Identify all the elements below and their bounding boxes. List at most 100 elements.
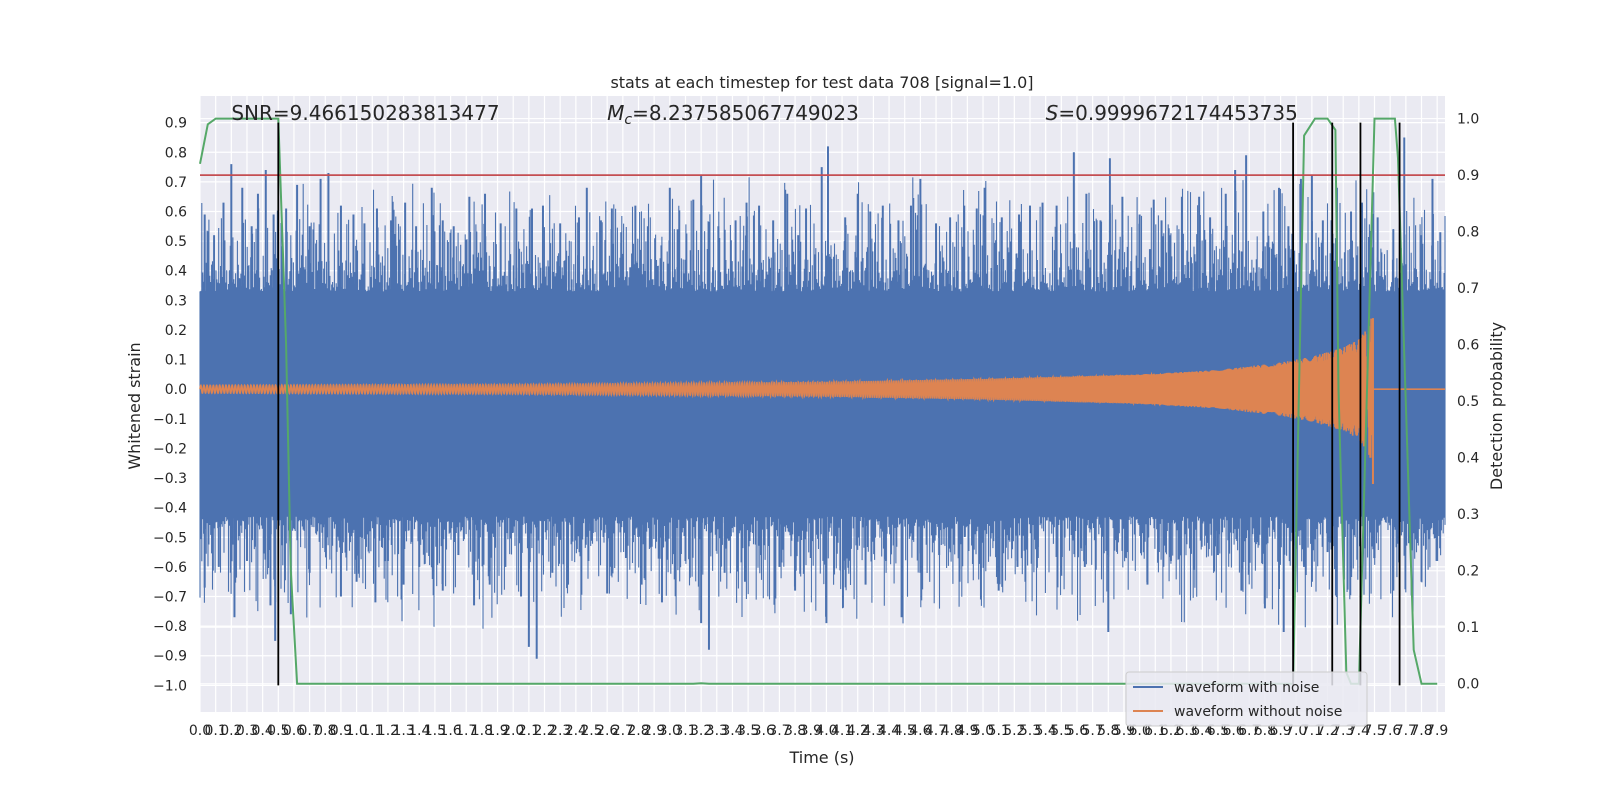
x-tick-label: 7.8 xyxy=(1410,723,1432,739)
y2-tick-label: 0.1 xyxy=(1457,620,1479,636)
series-detection-probability xyxy=(199,117,1438,685)
y-tick-label: −0.4 xyxy=(153,501,187,517)
x-tick-label: 3.7 xyxy=(768,723,790,739)
x-tick-label: 3.4 xyxy=(721,723,743,739)
x-tick-label: 6.5 xyxy=(1207,723,1229,739)
y-tick-label: 0.5 xyxy=(165,234,187,250)
x-tick-label: 0.6 xyxy=(283,723,305,739)
x-tick-label: 3.3 xyxy=(706,723,728,739)
x-tick-label: 5.6 xyxy=(1066,723,1088,739)
x-tick-label: 2.1 xyxy=(518,723,540,739)
x-tick-label: 1.3 xyxy=(392,723,414,739)
x-tick-label: 6.6 xyxy=(1222,723,1244,739)
x-tick-label: 6.3 xyxy=(1175,723,1197,739)
x-tick-label: 1.2 xyxy=(377,723,399,739)
x-tick-label: 3.0 xyxy=(659,723,681,739)
annotation-prefix: S xyxy=(1046,101,1059,125)
y-tick-label: 0.7 xyxy=(165,175,187,191)
detection-vertical-lines xyxy=(277,122,1401,686)
legend-label-noise: waveform with noise xyxy=(1174,680,1319,696)
x-tick-label: 0.9 xyxy=(330,723,352,739)
annotation-prefix: SNR xyxy=(231,101,273,125)
x-tick-label: 0.7 xyxy=(298,723,320,739)
annotation-value: =9.466150283813477 xyxy=(273,101,500,125)
y-tick-label: −0.5 xyxy=(153,530,187,546)
y-axis-label: Whitened strain xyxy=(125,342,144,469)
x-tick-label: 2.5 xyxy=(580,723,602,739)
annotation-value: =0.9999672174453735 xyxy=(1058,101,1297,125)
y-tick-labels: 0.9 0.8 0.7 0.6 0.5 0.4 0.3 0.2 0.1 0.0 −0.1 −0.2 −0… xyxy=(153,116,187,695)
y-tick-label: −0.9 xyxy=(153,649,187,665)
x-tick-label: 0.1 xyxy=(205,723,227,739)
annotation: Mc=8.237585067749023 xyxy=(607,101,859,128)
x-tick-label: 7.5 xyxy=(1363,723,1385,739)
x-tick-label: 2.9 xyxy=(643,723,665,739)
x-tick-label: 3.2 xyxy=(690,723,712,739)
x-tick-label: 4.4 xyxy=(878,723,900,739)
x-tick-label: 7.4 xyxy=(1348,723,1370,739)
x-tick-label: 7.7 xyxy=(1395,723,1417,739)
x-tick-label: 7.3 xyxy=(1332,723,1354,739)
x-tick-label: 3.9 xyxy=(800,723,822,739)
x-tick-label: 7.0 xyxy=(1285,723,1307,739)
x-tick-label: 5.9 xyxy=(1113,723,1135,739)
clean-waveform-line xyxy=(199,318,1445,458)
y-tick-label: 0.8 xyxy=(165,145,187,161)
y2-tick-label: 0.6 xyxy=(1457,338,1479,354)
y2-tick-label: 0.3 xyxy=(1457,507,1479,523)
y-tick-label: −1.0 xyxy=(153,678,187,694)
x-tick-label: 4.7 xyxy=(925,723,947,739)
x-tick-label: 3.8 xyxy=(784,723,806,739)
y-tick-label: −0.6 xyxy=(153,560,187,576)
y-tick-label: 0.9 xyxy=(165,116,187,132)
x-tick-label: 5.8 xyxy=(1097,723,1119,739)
x-tick-label: 2.4 xyxy=(565,723,587,739)
probability-line xyxy=(199,117,1438,685)
x-tick-label: 1.5 xyxy=(424,723,446,739)
x-tick-label: 1.7 xyxy=(455,723,477,739)
annotation-subscript: c xyxy=(624,112,632,128)
x-axis-label: Time (s) xyxy=(788,748,854,767)
x-tick-label: 1.6 xyxy=(439,723,461,739)
x-tick-label: 5.7 xyxy=(1082,723,1104,739)
x-tick-label: 6.1 xyxy=(1144,723,1166,739)
x-tick-label: 3.5 xyxy=(737,723,759,739)
y-tick-label: 0.6 xyxy=(165,205,187,221)
legend: waveform with noise waveform without noi… xyxy=(1125,671,1368,727)
x-tick-label: 7.1 xyxy=(1301,723,1323,739)
y-tick-label: −0.7 xyxy=(153,590,187,606)
x-tick-label: 1.1 xyxy=(361,723,383,739)
x-tick-label: 2.0 xyxy=(502,723,524,739)
y-tick-label: 0.0 xyxy=(165,382,187,398)
y2-axis-label: Detection probability xyxy=(1487,322,1506,490)
y2-tick-label: 0.0 xyxy=(1457,677,1479,693)
x-tick-label: 0.3 xyxy=(236,723,258,739)
x-tick-label: 1.8 xyxy=(471,723,493,739)
y2-tick-label: 0.9 xyxy=(1457,168,1479,184)
y-tick-label: −0.1 xyxy=(153,412,187,428)
y-tick-label: 0.3 xyxy=(165,293,187,309)
chart-title: stats at each timestep for test data 708… xyxy=(610,73,1033,92)
y-tick-label: −0.2 xyxy=(153,441,187,457)
x-tick-label: 4.0 xyxy=(815,723,837,739)
annotation: SNR=9.466150283813477 xyxy=(231,101,499,125)
x-tick-label: 2.8 xyxy=(627,723,649,739)
x-tick-label: 5.0 xyxy=(972,723,994,739)
x-tick-label: 4.9 xyxy=(956,723,978,739)
y-tick-label: −0.8 xyxy=(153,619,187,635)
series-waveform-without-noise xyxy=(199,318,1445,484)
x-tick-label: 5.2 xyxy=(1003,723,1025,739)
y-tick-label: 0.2 xyxy=(165,323,187,339)
y2-tick-labels: 1.0 0.9 0.8 0.7 0.6 0.5 0.4 0.3 0.2 0.1 0.0 xyxy=(1457,112,1479,693)
x-tick-label: 0.5 xyxy=(267,723,289,739)
x-tick-label: 4.3 xyxy=(862,723,884,739)
x-tick-label: 7.6 xyxy=(1379,723,1401,739)
x-tick-label: 0.2 xyxy=(220,723,242,739)
x-tick-label: 2.7 xyxy=(612,723,634,739)
x-tick-label: 6.0 xyxy=(1128,723,1150,739)
x-tick-label: 0.8 xyxy=(314,723,336,739)
x-tick-label: 3.6 xyxy=(753,723,775,739)
y2-tick-label: 0.2 xyxy=(1457,564,1479,580)
y2-tick-label: 0.7 xyxy=(1457,281,1479,297)
